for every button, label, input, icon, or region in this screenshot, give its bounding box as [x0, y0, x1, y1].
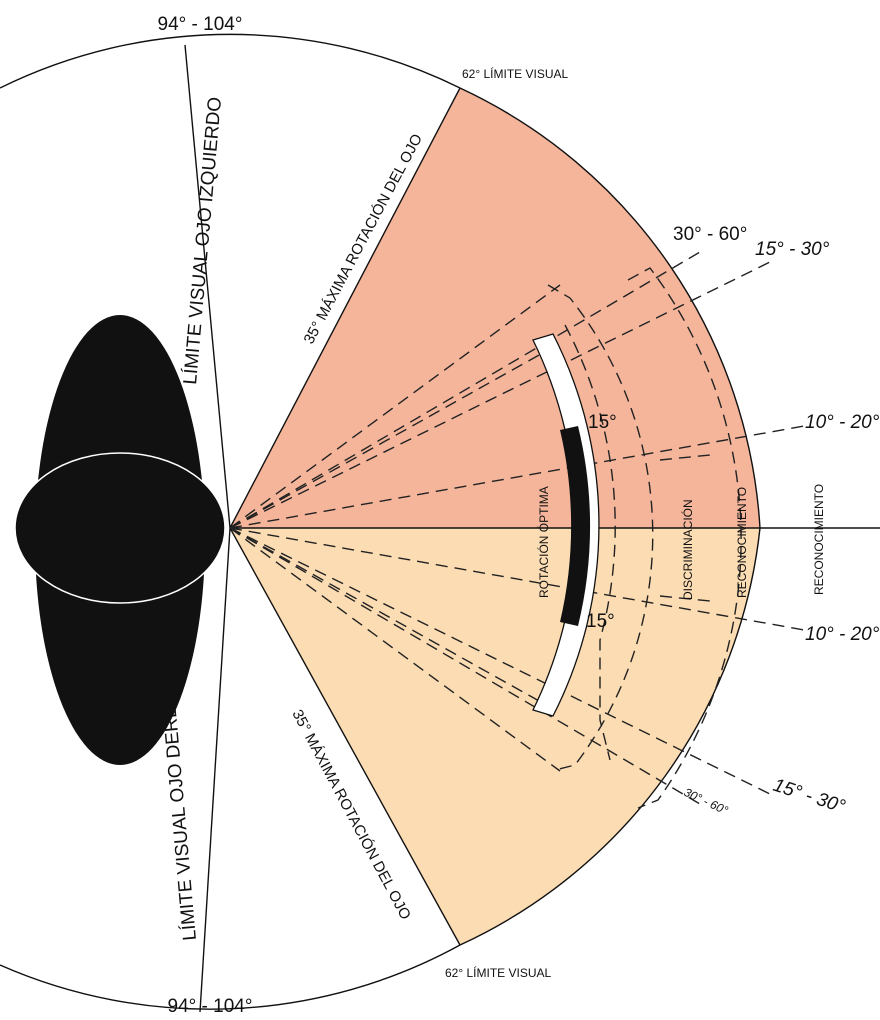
optimal-angle: 15°	[586, 611, 615, 632]
angle-label: 30° - 60°	[673, 224, 747, 245]
angle-label: 10° - 20°	[805, 412, 880, 433]
range-label: 94° - 104°	[168, 996, 253, 1017]
range-label: 94° - 104°	[158, 14, 243, 35]
angle-label: 30° - 60°	[682, 785, 731, 818]
zone-label: DISCRIMINACIÓN	[680, 499, 695, 600]
dashed-rays	[229, 251, 811, 809]
eye-limit-label: LÍMITE VISUAL OJO IZQUIERDO	[180, 96, 226, 385]
limit-label: 62° LÍMITE VISUAL	[445, 965, 551, 980]
angle-label: 10° - 20°	[805, 624, 880, 645]
angle-label: 15° - 30°	[755, 239, 830, 260]
optimal-angle: 15°	[588, 412, 617, 433]
angle-label: 15° - 30°	[770, 775, 848, 818]
limit-label: 62° LÍMITE VISUAL	[462, 66, 568, 81]
zone-label: RECONOCIMIENTO	[812, 484, 826, 595]
zone-label: ROTACIÓN ÓPTIMA	[536, 486, 551, 598]
lower-sector	[230, 528, 760, 945]
optimal-segment	[560, 426, 591, 626]
eye-limit-label: LÍMITE VISUAL OJO DERECHO	[156, 663, 201, 942]
zone-label: RECONOCIMIENTO	[735, 487, 749, 598]
outer-arc-top	[0, 33, 461, 89]
limit-lines	[184, 44, 880, 1013]
head-cross	[14, 452, 226, 604]
upper-sector	[230, 88, 760, 528]
outer-arc-bottom	[0, 944, 461, 1010]
